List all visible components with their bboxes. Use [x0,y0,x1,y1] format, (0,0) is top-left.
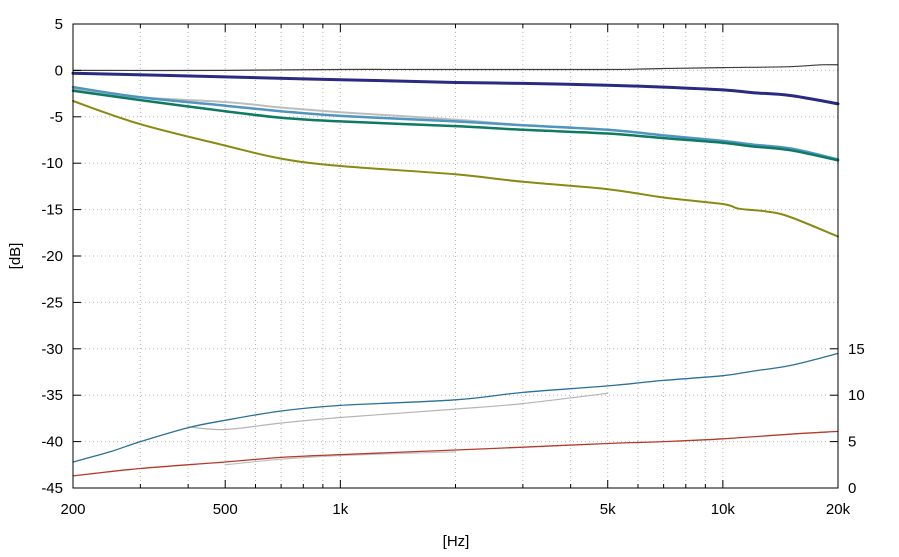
y2-tick-label: 0 [848,480,856,497]
frequency-response-chart: 200 500 1k 5k 10k 20k 5 0 -5 -10 -15 -20 -25 -30 -35 -4… [0,0,899,557]
x-axis-title: [Hz] [443,533,470,550]
x-tick-label: 200 [60,501,85,518]
y-tick-label: -10 [41,155,63,172]
series-line-9 [73,431,838,476]
y-tick-label: -5 [50,109,63,126]
y-tick-label: -45 [41,480,63,497]
series-group [73,65,838,476]
y2-tick-label: 15 [848,341,865,358]
y-tick-label: 0 [55,62,63,79]
y-tick-label: -20 [41,248,63,265]
y-axis-title: [dB] [7,243,24,270]
x-tick-label: 10k [711,501,736,518]
y-tick-label: -40 [41,434,63,451]
y2-tick-label: 5 [848,434,856,451]
x-tick-label: 500 [213,501,238,518]
series-line-6 [188,393,608,429]
y-tick-label: -30 [41,341,63,358]
y-tick-label: -15 [41,202,63,219]
y-tick-label: -35 [41,387,63,404]
series-line-0 [73,65,838,71]
x-tick-label: 5k [600,501,616,518]
series-line-8 [73,353,838,462]
grid [73,24,838,488]
series-line-7 [225,452,455,465]
y-tick-label: 5 [55,16,63,33]
y2-tick-label: 10 [848,387,865,404]
y-tick-label: -25 [41,294,63,311]
x-tick-label: 1k [332,501,348,518]
x-tick-label: 20k [826,501,851,518]
